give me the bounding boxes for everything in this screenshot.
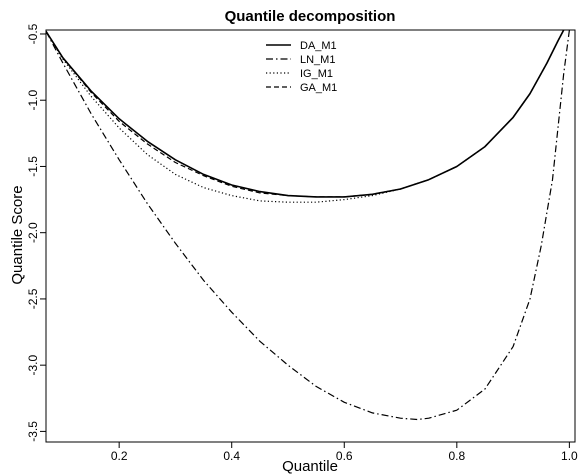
x-axis-ticks: 0.2 0.4 0.6 0.8 1.0 xyxy=(111,442,578,463)
legend: DA_M1 LN_M1 IG_M1 GA_M1 xyxy=(266,40,337,94)
x-tick-label: 0.8 xyxy=(448,449,465,463)
chart-title: Quantile decomposition xyxy=(225,8,396,25)
x-tick-label: 1.0 xyxy=(561,449,578,463)
plot-frame xyxy=(45,29,576,443)
legend-label: LN_M1 xyxy=(300,54,335,66)
legend-label: GA_M1 xyxy=(300,82,337,94)
series-line-ig-m1 xyxy=(46,30,565,203)
x-tick-label: 0.4 xyxy=(223,449,240,463)
x-axis-label: Quantile xyxy=(282,458,338,475)
y-tick-label: -3.5 xyxy=(26,421,40,442)
x-tick-label: 0.2 xyxy=(111,449,128,463)
x-tick-label: 0.6 xyxy=(336,449,353,463)
y-tick-label: -3.0 xyxy=(26,355,40,376)
y-tick-label: -0.5 xyxy=(26,23,40,44)
y-tick-label: -1.0 xyxy=(26,90,40,111)
y-tick-label: -2.0 xyxy=(26,222,40,243)
y-axis-ticks: -0.5 -1.0 -1.5 -2.0 -2.5 -3.0 -3.5 xyxy=(26,23,46,442)
y-axis-label: Quantile Score xyxy=(9,185,26,284)
series-lines xyxy=(46,30,570,421)
y-tick-label: -1.5 xyxy=(26,156,40,177)
y-tick-label: -2.5 xyxy=(26,288,40,309)
legend-label: IG_M1 xyxy=(300,68,333,80)
legend-label: DA_M1 xyxy=(300,40,337,52)
series-line-ln-m1 xyxy=(46,30,570,421)
series-line-ga-m1 xyxy=(46,30,565,198)
